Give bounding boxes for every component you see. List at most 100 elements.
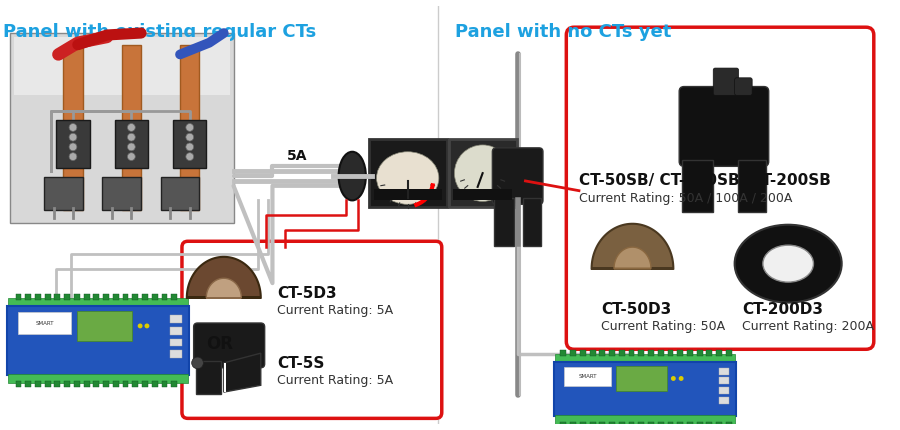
Text: Panel with no CTs yet: Panel with no CTs yet bbox=[455, 23, 671, 41]
Text: 5A: 5A bbox=[286, 150, 307, 163]
Circle shape bbox=[186, 153, 194, 160]
Bar bbox=[571, 422, 576, 428]
Bar bbox=[161, 381, 167, 387]
Text: Current Rating: 50A: Current Rating: 50A bbox=[601, 320, 725, 333]
Bar bbox=[719, 368, 729, 375]
FancyBboxPatch shape bbox=[173, 120, 206, 168]
Bar bbox=[580, 350, 586, 356]
Bar bbox=[716, 350, 722, 356]
Polygon shape bbox=[206, 278, 241, 298]
FancyBboxPatch shape bbox=[10, 33, 233, 223]
FancyBboxPatch shape bbox=[734, 78, 752, 95]
Bar bbox=[561, 422, 566, 428]
Bar bbox=[619, 350, 625, 356]
Bar bbox=[687, 350, 693, 356]
Text: CT-5D3: CT-5D3 bbox=[277, 286, 337, 301]
Polygon shape bbox=[187, 257, 261, 298]
Bar bbox=[687, 422, 693, 428]
Circle shape bbox=[128, 153, 135, 160]
Bar bbox=[63, 45, 83, 210]
Bar bbox=[35, 381, 40, 387]
Bar bbox=[161, 294, 167, 300]
Bar bbox=[15, 381, 22, 387]
FancyBboxPatch shape bbox=[492, 148, 543, 204]
FancyBboxPatch shape bbox=[194, 323, 265, 368]
Ellipse shape bbox=[376, 152, 439, 204]
Bar bbox=[64, 294, 70, 300]
Bar bbox=[104, 294, 109, 300]
Bar bbox=[132, 381, 139, 387]
Bar bbox=[719, 397, 729, 404]
Circle shape bbox=[69, 143, 76, 151]
Polygon shape bbox=[224, 353, 261, 392]
Ellipse shape bbox=[734, 225, 842, 303]
Bar bbox=[590, 350, 596, 356]
Bar bbox=[17, 312, 71, 334]
FancyBboxPatch shape bbox=[182, 241, 442, 418]
Bar bbox=[25, 294, 32, 300]
Bar bbox=[658, 350, 663, 356]
FancyBboxPatch shape bbox=[680, 86, 769, 166]
Bar bbox=[554, 415, 734, 424]
FancyBboxPatch shape bbox=[566, 27, 874, 349]
Bar bbox=[94, 294, 99, 300]
Bar bbox=[668, 350, 673, 356]
Text: Current Rating: 50A / 100A / 200A: Current Rating: 50A / 100A / 200A bbox=[579, 192, 792, 205]
Text: OR: OR bbox=[206, 335, 233, 353]
Bar bbox=[564, 367, 611, 386]
Bar bbox=[112, 381, 119, 387]
FancyBboxPatch shape bbox=[554, 362, 735, 416]
Bar bbox=[55, 294, 60, 300]
FancyBboxPatch shape bbox=[7, 307, 189, 375]
Circle shape bbox=[138, 323, 142, 329]
Text: SMART: SMART bbox=[579, 374, 597, 379]
Bar bbox=[45, 294, 50, 300]
Circle shape bbox=[128, 143, 135, 151]
FancyBboxPatch shape bbox=[682, 160, 713, 212]
Bar bbox=[571, 350, 576, 356]
Bar bbox=[45, 381, 50, 387]
Ellipse shape bbox=[338, 152, 366, 200]
Bar bbox=[648, 350, 654, 356]
Bar bbox=[171, 294, 177, 300]
Bar bbox=[628, 350, 634, 356]
Polygon shape bbox=[591, 224, 673, 268]
Bar bbox=[609, 350, 615, 356]
Bar bbox=[94, 381, 99, 387]
Text: Panel with existing regular CTs: Panel with existing regular CTs bbox=[3, 23, 316, 41]
Bar bbox=[25, 381, 32, 387]
Bar bbox=[132, 294, 139, 300]
FancyBboxPatch shape bbox=[494, 199, 514, 246]
Bar bbox=[170, 350, 182, 358]
Circle shape bbox=[186, 123, 194, 131]
Circle shape bbox=[69, 133, 76, 141]
Bar bbox=[561, 350, 566, 356]
Bar bbox=[171, 381, 177, 387]
Bar bbox=[638, 350, 644, 356]
FancyBboxPatch shape bbox=[713, 68, 739, 95]
Bar bbox=[180, 45, 200, 210]
Polygon shape bbox=[614, 247, 651, 268]
Circle shape bbox=[186, 133, 194, 141]
Bar bbox=[726, 422, 732, 428]
Circle shape bbox=[69, 153, 76, 160]
Bar bbox=[697, 422, 703, 428]
FancyBboxPatch shape bbox=[448, 139, 517, 207]
Bar bbox=[374, 189, 442, 200]
Bar bbox=[122, 294, 129, 300]
Bar bbox=[122, 381, 129, 387]
FancyBboxPatch shape bbox=[44, 177, 83, 210]
FancyBboxPatch shape bbox=[103, 177, 141, 210]
Bar bbox=[224, 363, 226, 392]
Text: Current Rating: 5A: Current Rating: 5A bbox=[277, 374, 393, 387]
Circle shape bbox=[145, 323, 149, 329]
FancyBboxPatch shape bbox=[738, 160, 766, 212]
Bar bbox=[716, 422, 722, 428]
Bar bbox=[15, 294, 22, 300]
Bar bbox=[170, 338, 182, 346]
Bar bbox=[142, 294, 148, 300]
Circle shape bbox=[679, 376, 684, 381]
Bar bbox=[706, 350, 712, 356]
Bar bbox=[619, 422, 625, 428]
Circle shape bbox=[69, 123, 76, 131]
